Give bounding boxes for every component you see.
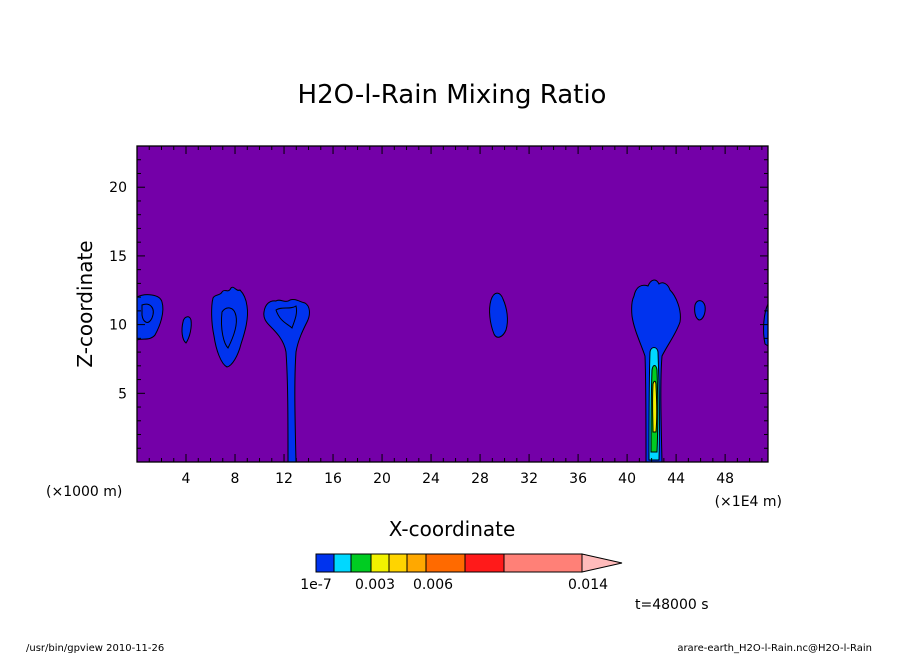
- colorbar-swatch-6: [406, 553, 427, 573]
- colorbar-label-1: 1e-7: [300, 577, 331, 593]
- colorbar-swatch-5: [388, 553, 408, 573]
- x-tick-label: 4: [182, 471, 191, 487]
- y-tick-label: 20: [109, 180, 127, 196]
- colorbar-label-3: 0.006: [413, 577, 453, 593]
- x-tick-label: 8: [231, 471, 240, 487]
- contour-rain-shaft-12km: [263, 298, 310, 463]
- contour-cloud-29km: [489, 292, 508, 338]
- contour-cloud-7km-inner: [221, 307, 237, 349]
- colorbar-arrow: [581, 553, 623, 573]
- x-unit-left: (×1000 m): [46, 484, 122, 500]
- colorbar-swatch-7: [425, 553, 466, 573]
- contour-cloud-7km: [211, 286, 248, 368]
- contour-cloud-5km: [181, 316, 192, 344]
- colorbar-label-4: 0.014: [568, 577, 608, 593]
- colorbar-labels: 1e-7 0.003 0.006 0.014: [300, 577, 608, 593]
- x-tick-label: 12: [275, 471, 293, 487]
- plot-frame: [136, 145, 769, 463]
- footer-right: arare-earth_H2O-l-Rain.nc@H2O-l-Rain: [677, 643, 872, 654]
- colorbar-swatch-2: [333, 553, 352, 573]
- colorbar-swatch-4: [370, 553, 390, 573]
- footer-left: /usr/bin/gpview 2010-11-26: [26, 643, 164, 654]
- colorbar-label-2: 0.003: [355, 577, 395, 593]
- y-tick-label: 5: [118, 386, 127, 402]
- colorbar-swatch-3: [350, 553, 372, 573]
- y-tick-label: 15: [109, 249, 127, 265]
- colorbar-swatch-8: [464, 553, 505, 573]
- colorbar-swatch-1: [315, 553, 335, 573]
- x-tick-label: 24: [422, 471, 440, 487]
- y-tick-label: 10: [109, 318, 127, 334]
- x-tick-label: 32: [520, 471, 538, 487]
- colorbar-swatch-9: [503, 553, 583, 573]
- contour-left-edge-inner: [141, 303, 154, 323]
- contour-rain-shaft-12km-inner: [275, 305, 297, 329]
- x-tick-label: 40: [618, 471, 636, 487]
- x-tick-label: 36: [569, 471, 587, 487]
- x-tick-label: 48: [716, 471, 734, 487]
- colorbar: [315, 553, 623, 573]
- contour-cloud-46km: [694, 300, 706, 321]
- contour-rain-shaft-42km-yellow: [652, 380, 658, 433]
- x-axis-label: X-coordinate: [389, 517, 516, 541]
- time-label: t=48000 s: [635, 597, 709, 613]
- x-unit-right: (×1E4 m): [715, 494, 782, 510]
- contour-left-edge-cloud: [136, 294, 164, 341]
- chart-title: H2O-l-Rain Mixing Ratio: [298, 80, 607, 110]
- y-axis-label: Z-coordinate: [73, 240, 97, 367]
- x-tick-label: 16: [324, 471, 342, 487]
- x-tick-label: 20: [373, 471, 391, 487]
- x-tick-label: 28: [471, 471, 489, 487]
- x-tick-label: 44: [667, 471, 685, 487]
